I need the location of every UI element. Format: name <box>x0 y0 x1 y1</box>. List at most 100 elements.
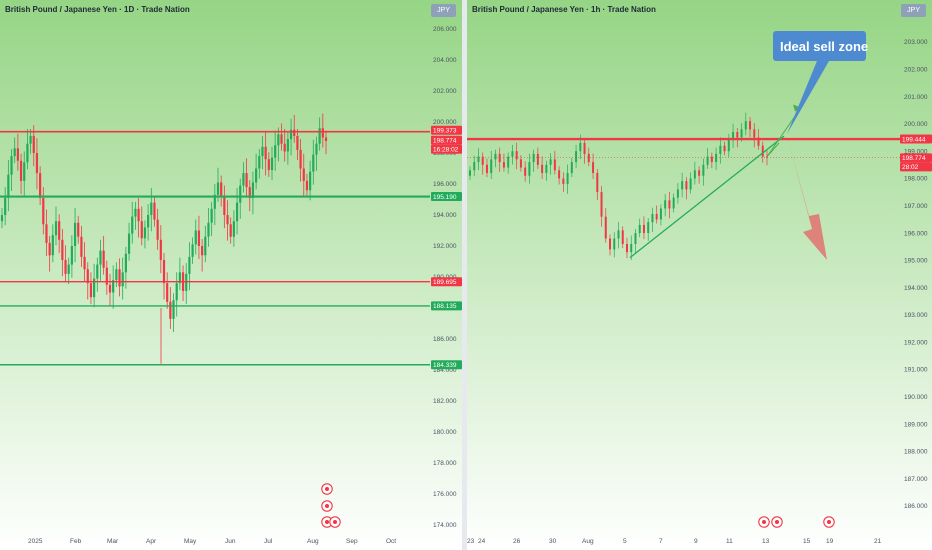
daily-chart-panel[interactable]: 206.000204.000202.000200.000198.000196.0… <box>0 0 462 550</box>
candle-body <box>73 222 77 246</box>
candle-body <box>498 153 501 163</box>
candle-body <box>600 192 603 217</box>
candle-body <box>213 194 216 209</box>
price-tick-label: 206.000 <box>433 26 457 33</box>
projection-arrow-down-small <box>766 142 780 157</box>
sell-zone-label: Ideal sell zone <box>780 39 868 54</box>
price-tag-support-2: 188.135 <box>433 303 457 310</box>
sell-arrow[interactable] <box>788 139 827 261</box>
candle-body <box>634 233 637 244</box>
candle-body <box>137 208 140 222</box>
uptrend-line[interactable] <box>629 135 785 259</box>
currency-badge[interactable]: JPY <box>431 4 456 17</box>
candle-body <box>293 129 296 136</box>
candle-body <box>575 151 578 163</box>
candle-body <box>32 135 35 153</box>
candle-body <box>99 250 102 265</box>
candle-body <box>255 168 258 183</box>
chart-title: British Pound / Japanese Yen · 1h · Trad… <box>472 5 656 14</box>
chart-background <box>467 0 932 550</box>
lightning-event-icon-dot <box>325 487 329 491</box>
candle-body <box>0 215 4 222</box>
candle-body <box>469 170 471 176</box>
candle-body <box>108 284 112 293</box>
daily-chart-svg[interactable]: 206.000204.000202.000200.000198.000196.0… <box>0 0 462 550</box>
economic-event-icon-dot <box>333 520 337 524</box>
candle-body <box>207 222 210 237</box>
candle-body <box>761 145 764 157</box>
time-tick-label: Mar <box>107 538 119 545</box>
candle-body <box>48 242 51 256</box>
price-tag-resistance-bg <box>900 134 932 144</box>
countdown-tag: 16:28:02 <box>433 147 459 154</box>
candle-body <box>309 171 312 191</box>
candle-body <box>83 256 86 270</box>
price-tick-label: 197.000 <box>904 203 928 210</box>
candle-body <box>235 202 239 222</box>
time-tick-label: Aug <box>582 538 594 545</box>
candle-body <box>280 134 283 144</box>
candle-body <box>194 230 197 245</box>
candle-body <box>54 221 58 236</box>
candle-body <box>541 164 544 174</box>
hourly-chart-svg[interactable]: 203.000 202.000 201.000 200.000 199.000 198.0… <box>467 0 932 550</box>
sell-zone-callout[interactable] <box>773 31 866 61</box>
price-tick-label: 192.000 <box>433 243 457 250</box>
candle-body <box>140 221 143 239</box>
candle-body <box>596 173 599 193</box>
candle-body <box>630 243 633 253</box>
candle-body <box>118 269 121 287</box>
time-tick-label: 9 <box>694 538 698 545</box>
time-tick-label: Jun <box>225 538 236 545</box>
price-tag-resistance-low-bg <box>431 277 462 287</box>
candle-body <box>261 146 264 157</box>
price-tick-label: 187.000 <box>904 476 928 483</box>
candle-body <box>143 227 147 239</box>
candle-body <box>216 182 220 195</box>
candle-body <box>693 170 696 179</box>
price-tick-label: 204.000 <box>433 57 457 64</box>
candle-body <box>169 301 172 319</box>
candle-body <box>134 208 137 217</box>
candle-body <box>289 129 293 140</box>
candle-body <box>511 151 514 157</box>
hourly-chart-panel[interactable]: 203.000 202.000 201.000 200.000 199.000 198.0… <box>467 0 932 550</box>
price-tick-label: 194.000 <box>904 285 928 292</box>
flag-event-icon-dot <box>325 504 329 508</box>
candle-body <box>175 283 178 301</box>
candle-body <box>150 202 153 215</box>
price-tick-label: 202.000 <box>433 88 457 95</box>
candle-body <box>153 202 156 220</box>
price-tick-label: 176.000 <box>433 491 457 498</box>
currency-badge[interactable]: JPY <box>901 4 926 17</box>
time-tick-label: 19 <box>826 538 834 545</box>
candle-body <box>178 272 181 284</box>
candle-body <box>566 173 569 184</box>
candle-body <box>270 157 274 171</box>
price-tick-label: 200.000 <box>433 119 457 126</box>
time-tick-label: Aug <box>307 538 319 545</box>
price-tick-label: 188.000 <box>904 449 928 456</box>
candle-body <box>324 137 328 142</box>
candle-body <box>4 197 7 215</box>
panel-divider[interactable] <box>462 0 467 550</box>
candle-body <box>127 233 131 254</box>
candle-body <box>502 162 505 168</box>
candle-body <box>727 140 730 152</box>
candle-body <box>681 181 684 190</box>
countdown-tag-bg <box>431 144 462 154</box>
candle-body <box>536 153 539 165</box>
candle-body <box>35 153 39 174</box>
time-tick-label: Oct <box>386 538 396 545</box>
candle-body <box>740 129 743 138</box>
time-tick-label: 7 <box>659 538 663 545</box>
economic-event-icon-dot <box>775 520 779 524</box>
price-tag-resistance-high-bg <box>431 125 462 135</box>
time-tick-label: 24 <box>478 538 486 545</box>
candle-body <box>58 221 61 240</box>
candle-body <box>45 224 48 243</box>
time-tick-label: Sep <box>346 538 358 545</box>
countdown-tag: 28:02 <box>902 164 919 171</box>
candle-body <box>519 159 522 168</box>
candle-body <box>277 134 280 146</box>
